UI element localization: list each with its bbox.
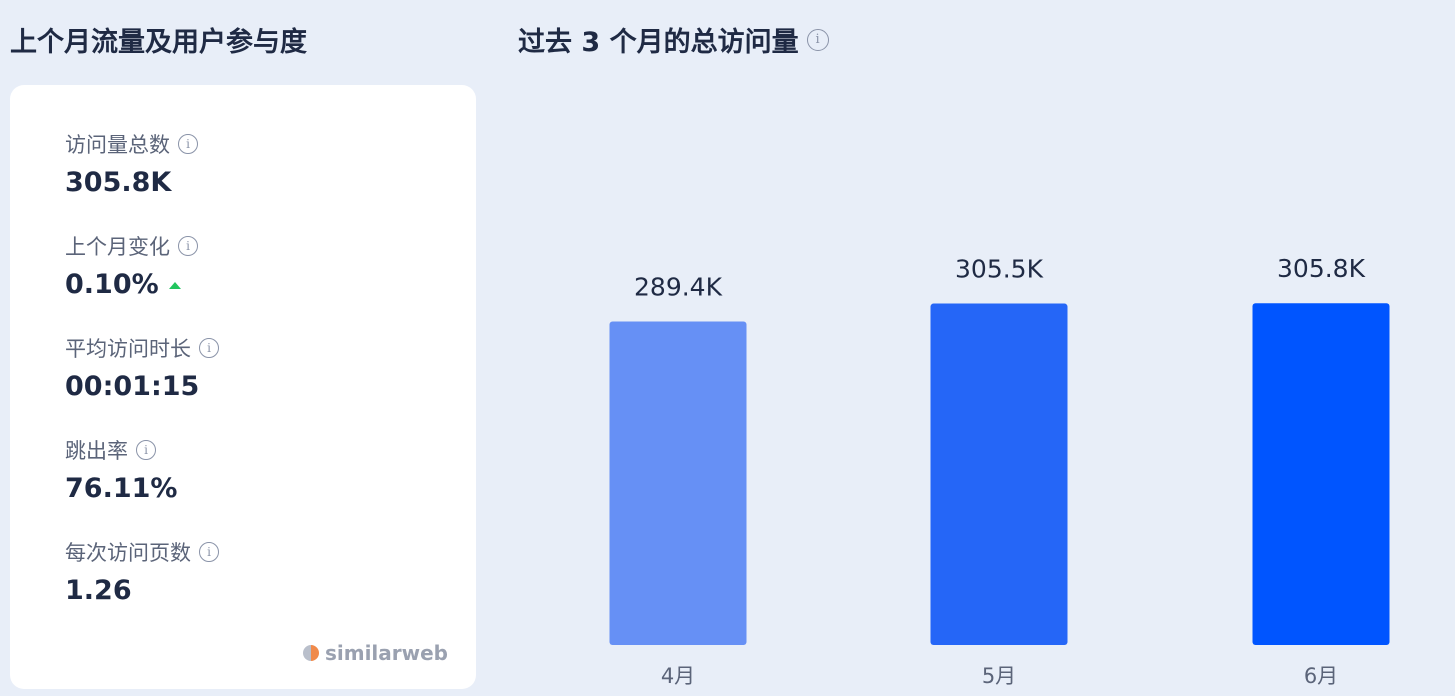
x-tick-label: 6月 — [1304, 664, 1338, 688]
metric-value: 00:01:15 — [65, 370, 200, 402]
similarweb-logo: similarweb — [302, 641, 448, 665]
bar-0[interactable] — [609, 321, 747, 645]
similarweb-icon — [302, 645, 319, 661]
chart-title: 过去 3 个月的总访问量 — [518, 27, 799, 58]
metric-label: 平均访问时长 — [65, 337, 191, 361]
info-icon[interactable]: i — [178, 134, 198, 154]
bar-value-label: 305.8K — [1277, 254, 1366, 283]
metric-value: 305.8K — [65, 166, 172, 198]
metric-value: 1.26 — [65, 574, 132, 606]
bar-chart: 289.4K 4月 305.5K 5月 305.8K 6月 — [609, 254, 1390, 688]
x-tick-label: 4月 — [661, 664, 695, 688]
info-icon[interactable]: i — [199, 338, 219, 358]
info-icon[interactable]: i — [178, 236, 198, 256]
metric-total-visits: 访问量总数 i 305.8K — [65, 130, 198, 198]
metrics-card: 访问量总数 i 305.8K 上个月变化 i 0.10% 平均访问时长 i — [10, 85, 476, 689]
metric-bounce-rate: 跳出率 i 76.11% — [65, 436, 177, 504]
bar-1[interactable] — [930, 303, 1068, 645]
metric-pages-per-visit: 每次访问页数 i 1.26 — [65, 538, 219, 606]
info-icon[interactable]: i — [806, 28, 829, 51]
metric-monthly-change: 上个月变化 i 0.10% — [65, 232, 198, 300]
metric-label: 跳出率 — [65, 439, 128, 463]
metric-label: 上个月变化 — [65, 235, 170, 259]
chart-area: 289.4K 4月 305.5K 5月 305.8K 6月 — [490, 85, 1455, 696]
bar-value-label: 289.4K — [634, 273, 723, 302]
panel-title: 上个月流量及用户参与度 — [10, 27, 307, 58]
brand-name: similarweb — [324, 641, 448, 665]
metric-value: 0.10% — [65, 268, 159, 300]
bar-2[interactable] — [1252, 303, 1390, 645]
info-icon[interactable]: i — [199, 542, 219, 562]
metric-label: 访问量总数 — [65, 133, 170, 157]
trend-up-icon — [168, 281, 181, 289]
info-icon[interactable]: i — [136, 440, 156, 460]
x-tick-label: 5月 — [982, 664, 1016, 688]
bar-value-label: 305.5K — [955, 255, 1044, 284]
metric-label: 每次访问页数 — [65, 541, 191, 565]
chart-title-row: 过去 3 个月的总访问量 i — [518, 20, 829, 59]
metric-avg-duration: 平均访问时长 i 00:01:15 — [65, 334, 219, 402]
metric-value: 76.11% — [65, 472, 178, 504]
